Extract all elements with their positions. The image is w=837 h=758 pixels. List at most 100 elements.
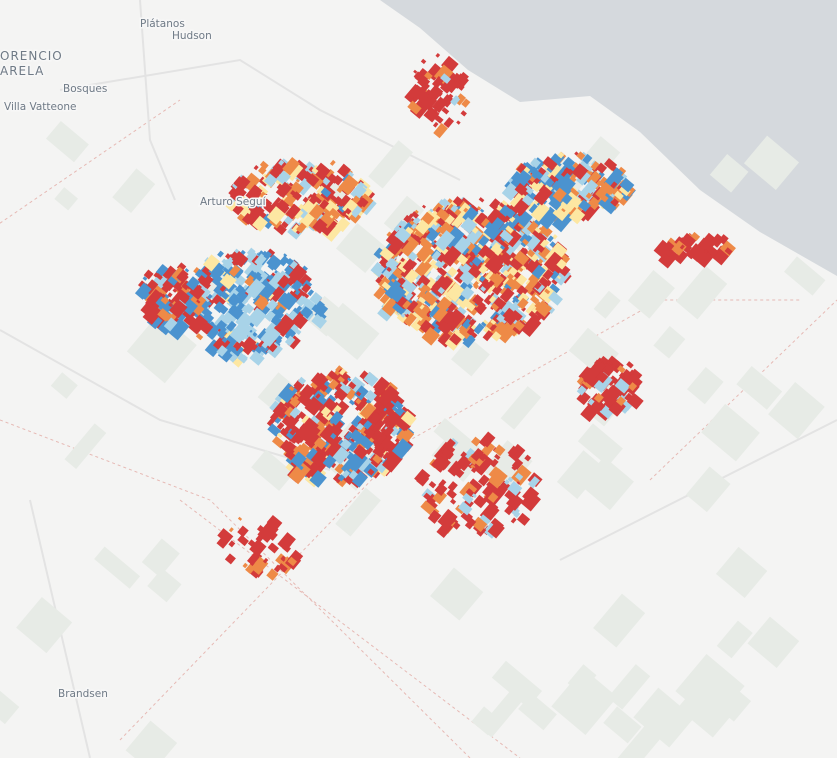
block (528, 272, 541, 285)
block (146, 289, 166, 308)
block (304, 396, 324, 416)
block (517, 297, 529, 310)
block (305, 447, 320, 462)
block (396, 426, 415, 445)
block (245, 278, 266, 300)
block (195, 333, 204, 341)
block (176, 269, 189, 283)
block (571, 163, 589, 180)
green-patch (768, 382, 825, 440)
block (610, 193, 615, 198)
block (216, 537, 228, 549)
green-patch (147, 568, 182, 603)
block (430, 455, 449, 473)
block (466, 327, 475, 336)
green-patch (556, 450, 604, 499)
block (325, 168, 335, 179)
block (422, 232, 429, 239)
block (269, 400, 282, 414)
block (359, 401, 366, 408)
block (516, 210, 533, 228)
block (254, 253, 268, 267)
block (207, 301, 212, 306)
green-patch (747, 616, 800, 668)
block (229, 319, 253, 344)
block (297, 411, 307, 420)
block (252, 331, 258, 337)
block (261, 198, 273, 210)
block (433, 107, 439, 113)
block (264, 310, 276, 322)
block (363, 371, 379, 387)
block (490, 217, 505, 232)
block (142, 304, 163, 325)
place-label: Bosques (63, 83, 107, 95)
block (437, 286, 446, 295)
block (229, 299, 236, 306)
block (551, 157, 560, 165)
place-label: Brandsen (58, 688, 108, 700)
block (266, 342, 283, 359)
block (530, 201, 550, 222)
block (562, 156, 576, 170)
green-patch (743, 135, 800, 191)
block (244, 299, 249, 303)
block (595, 162, 608, 174)
block (353, 385, 369, 401)
block (476, 526, 487, 537)
block (441, 245, 462, 267)
block (347, 377, 352, 382)
green-patch (500, 386, 542, 430)
block (471, 493, 477, 499)
block (400, 257, 406, 263)
block (556, 258, 568, 270)
block (244, 275, 257, 288)
block (506, 273, 514, 281)
block (608, 361, 613, 366)
block (286, 257, 294, 266)
block (418, 296, 426, 304)
block (457, 501, 473, 516)
block (528, 476, 540, 489)
green-patch (715, 546, 768, 598)
block (534, 282, 542, 290)
block (261, 341, 269, 349)
green-patch (716, 620, 753, 659)
block (168, 302, 174, 308)
block (320, 187, 332, 198)
green-patch (383, 195, 425, 238)
block (507, 476, 514, 483)
block (244, 250, 259, 265)
block (515, 274, 528, 286)
green-patch (607, 664, 651, 710)
block (307, 289, 315, 297)
block (403, 214, 412, 224)
block (299, 384, 316, 401)
block (549, 270, 560, 280)
block (216, 319, 228, 331)
green-patch (141, 538, 180, 578)
block (348, 381, 357, 390)
block (497, 308, 503, 315)
block (339, 368, 347, 376)
block (348, 399, 356, 406)
block (441, 55, 459, 74)
block (245, 330, 254, 338)
block (452, 521, 461, 530)
block (489, 503, 499, 513)
block (580, 399, 602, 423)
block (162, 265, 179, 282)
block (239, 195, 251, 206)
block (312, 218, 328, 234)
block (437, 508, 458, 530)
block (398, 235, 420, 257)
block (460, 451, 467, 459)
block (603, 158, 618, 171)
block (419, 237, 426, 243)
block (724, 247, 733, 256)
block (437, 331, 454, 348)
block (202, 254, 220, 272)
block (300, 305, 314, 319)
block (495, 489, 502, 496)
